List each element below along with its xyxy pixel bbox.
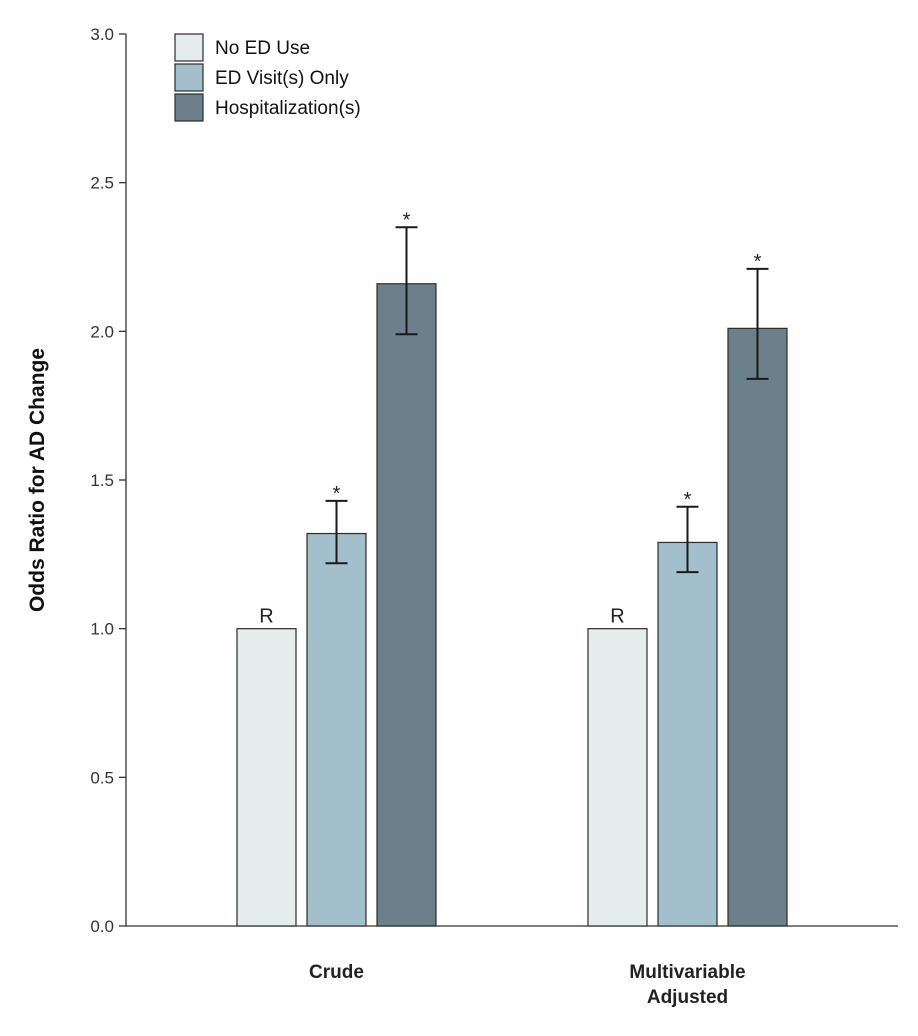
legend-label: Hospitalization(s) [215, 98, 361, 119]
legend-swatch [174, 93, 204, 122]
y-tick-label: 0.5 [90, 768, 114, 787]
legend: No ED Use ED Visit(s) Only Hospitalization… [174, 33, 361, 122]
y-tick-label: 2.5 [90, 174, 114, 193]
bar [376, 283, 437, 927]
x-category-label: Crude [309, 962, 364, 983]
significance-marker: * [403, 209, 411, 231]
axes: 0.0 0.5 1.0 1.5 2.0 2.5 3.0 Crude Multivariable A… [90, 25, 898, 1008]
bar [306, 532, 367, 927]
y-tick-label: 1.5 [90, 471, 114, 490]
legend-label: ED Visit(s) Only [215, 68, 349, 89]
significance-marker: * [333, 483, 341, 505]
reference-label: R [610, 606, 624, 628]
y-axis-label: Odds Ratio for AD Change [26, 348, 49, 612]
legend-label: No ED Use [215, 38, 310, 59]
bar [587, 628, 648, 927]
reference-label: R [259, 606, 273, 628]
bars: R * * R * * [236, 209, 788, 927]
x-category-label: Multivariable [629, 962, 745, 983]
y-tick-label: 1.0 [90, 620, 114, 639]
legend-swatch [174, 33, 204, 62]
y-tick-label: 0.0 [90, 917, 114, 936]
legend-swatch [174, 63, 204, 92]
bar [727, 327, 788, 927]
significance-marker: * [684, 489, 692, 511]
y-tick-label: 3.0 [90, 25, 114, 44]
x-category-label: Adjusted [647, 987, 728, 1008]
bar [657, 541, 718, 927]
bar [236, 628, 297, 927]
significance-marker: * [754, 251, 762, 273]
y-tick-label: 2.0 [90, 322, 114, 341]
